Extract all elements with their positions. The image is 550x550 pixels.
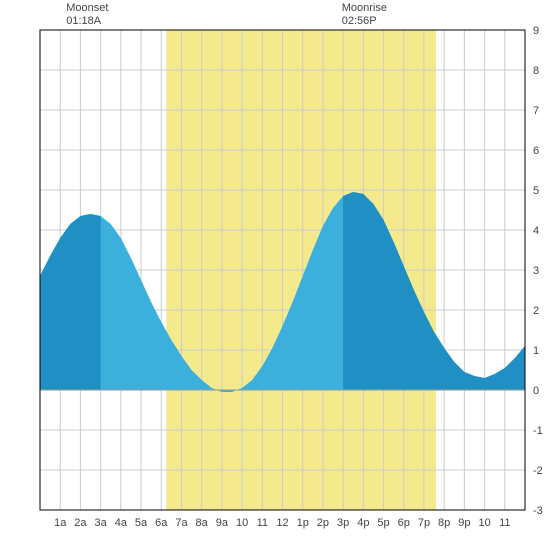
svg-text:5p: 5p — [377, 517, 389, 529]
svg-text:5: 5 — [533, 185, 539, 197]
moonset-label: Moonset — [66, 2, 108, 14]
svg-text:8p: 8p — [438, 517, 450, 529]
svg-text:1p: 1p — [297, 517, 309, 529]
svg-text:-1: -1 — [533, 425, 543, 437]
svg-text:4: 4 — [533, 225, 539, 237]
svg-text:2a: 2a — [74, 517, 87, 529]
svg-text:9a: 9a — [216, 517, 229, 529]
svg-text:0: 0 — [533, 385, 539, 397]
svg-text:3: 3 — [533, 265, 539, 277]
chart-svg: -3-2-101234567891a2a3a4a5a6a7a8a9a101112… — [0, 0, 550, 550]
svg-text:6: 6 — [533, 145, 539, 157]
svg-text:3a: 3a — [95, 517, 108, 529]
svg-text:-2: -2 — [533, 465, 543, 477]
svg-text:7a: 7a — [175, 517, 188, 529]
svg-text:11: 11 — [257, 517, 268, 529]
svg-text:4p: 4p — [357, 517, 369, 529]
moonrise-label: Moonrise — [342, 2, 387, 14]
svg-text:2p: 2p — [317, 517, 329, 529]
svg-text:10: 10 — [478, 517, 490, 529]
moonset-time: 01:18A — [66, 15, 108, 28]
svg-text:4a: 4a — [115, 517, 128, 529]
svg-text:10: 10 — [236, 517, 248, 529]
svg-text:6a: 6a — [155, 517, 168, 529]
svg-text:1a: 1a — [54, 517, 67, 529]
svg-text:12: 12 — [276, 517, 288, 529]
svg-text:11: 11 — [499, 517, 510, 529]
svg-text:7p: 7p — [418, 517, 430, 529]
svg-text:7: 7 — [533, 105, 539, 117]
svg-text:6p: 6p — [398, 517, 410, 529]
moonrise-annotation: Moonrise 02:56P — [342, 2, 387, 28]
svg-text:3p: 3p — [337, 517, 349, 529]
moonrise-time: 02:56P — [342, 15, 387, 28]
moonset-annotation: Moonset 01:18A — [66, 2, 108, 28]
svg-text:-3: -3 — [533, 505, 543, 517]
svg-text:9p: 9p — [458, 517, 470, 529]
svg-text:8a: 8a — [196, 517, 209, 529]
svg-text:8: 8 — [533, 65, 539, 77]
svg-text:9: 9 — [533, 25, 539, 37]
svg-text:5a: 5a — [135, 517, 148, 529]
tide-chart: Moonset 01:18A Moonrise 02:56P -3-2-1012… — [0, 0, 550, 550]
svg-text:1: 1 — [533, 345, 539, 357]
svg-text:2: 2 — [533, 305, 539, 317]
